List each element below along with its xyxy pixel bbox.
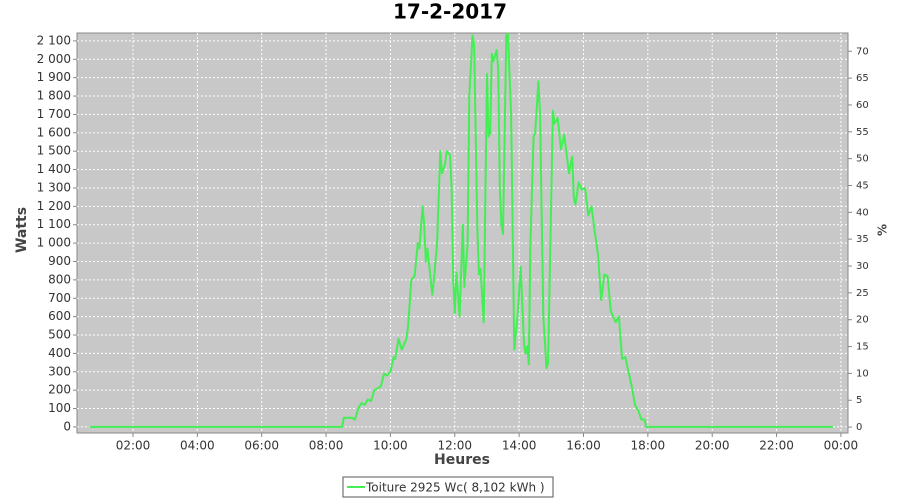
y-tick-label: 200 xyxy=(48,383,71,397)
y-tick-label: 2 100 xyxy=(37,33,71,47)
y-tick-label: 1 400 xyxy=(37,162,71,176)
x-tick-label: 14:00 xyxy=(502,439,537,453)
x-axis-label: Heures xyxy=(434,452,490,468)
y2-tick-label: 15 xyxy=(856,342,869,353)
y-tick-label: 1 900 xyxy=(37,70,71,84)
y2-tick-label: 25 xyxy=(856,288,869,299)
y-tick-label: 500 xyxy=(48,328,71,342)
legend-label: Toiture 2925 Wc( 8,102 kWh ) xyxy=(365,481,545,495)
x-tick-label: 10:00 xyxy=(373,439,408,453)
series-line xyxy=(89,32,833,428)
x-tick-label: 08:00 xyxy=(309,439,344,453)
x-tick-label: 12:00 xyxy=(437,439,472,453)
y2-tick-label: 55 xyxy=(856,127,869,138)
y-tick-label: 700 xyxy=(48,291,71,305)
x-tick-label: 06:00 xyxy=(244,439,279,453)
y2-tick-label: 40 xyxy=(856,207,869,218)
y2-tick-label: 30 xyxy=(856,261,869,272)
y-tick-label: 600 xyxy=(48,309,71,323)
x-tick-label: 02:00 xyxy=(116,439,151,453)
y-tick-label: 0 xyxy=(63,419,71,433)
y-tick-label: 100 xyxy=(48,401,71,415)
y2-tick-label: 50 xyxy=(856,154,869,165)
y-tick-label: 1 600 xyxy=(37,125,71,139)
x-tick-label: 16:00 xyxy=(566,439,601,453)
chart-title: 17-2-2017 xyxy=(393,0,507,24)
x-tick-label: 04:00 xyxy=(180,439,215,453)
y-tick-label: 1 800 xyxy=(37,89,71,103)
y2-axis-label: % xyxy=(876,224,890,236)
y2-tick-label: 0 xyxy=(856,422,862,433)
y2-tick-label: 35 xyxy=(856,234,869,245)
legend xyxy=(342,476,554,498)
y-tick-label: 300 xyxy=(48,364,71,378)
y2-tick-label: 20 xyxy=(856,315,869,326)
x-tick-label: 20:00 xyxy=(695,439,730,453)
x-tick-label: 22:00 xyxy=(759,439,794,453)
x-tick-label: 00:00 xyxy=(824,439,859,453)
y-tick-label: 1 000 xyxy=(37,236,71,250)
y2-tick-label: 5 xyxy=(856,395,862,406)
y-tick-label: 1 300 xyxy=(37,180,71,194)
y-tick-label: 400 xyxy=(48,346,71,360)
y2-tick-label: 60 xyxy=(856,100,869,111)
y-tick-label: 800 xyxy=(48,272,71,286)
y2-tick-label: 45 xyxy=(856,180,869,191)
y-tick-label: 2 000 xyxy=(37,52,71,66)
x-tick-label: 18:00 xyxy=(631,439,666,453)
y-axis-label: Watts xyxy=(14,207,30,253)
y-tick-label: 1 500 xyxy=(37,144,71,158)
y-tick-label: 1 100 xyxy=(37,217,71,231)
y2-tick-label: 70 xyxy=(856,46,869,57)
y2-tick-label: 65 xyxy=(856,73,869,84)
y-tick-label: 1 700 xyxy=(37,107,71,121)
y-tick-label: 900 xyxy=(48,254,71,268)
y2-tick-label: 10 xyxy=(856,368,869,379)
y-tick-label: 1 200 xyxy=(37,199,71,213)
